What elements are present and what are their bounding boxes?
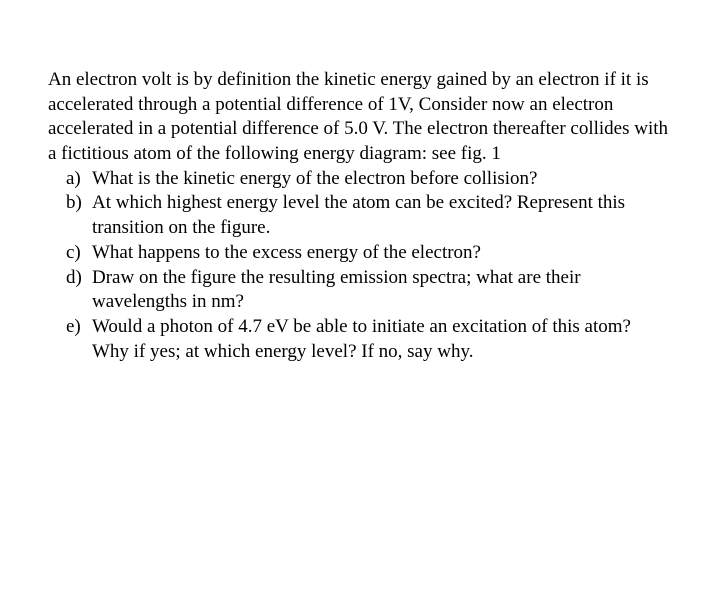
item-marker: b) [66, 191, 82, 216]
intro-paragraph: An electron volt is by definition the ki… [48, 68, 672, 167]
document-page: An electron volt is by definition the ki… [0, 0, 720, 364]
item-marker: e) [66, 315, 81, 340]
item-text: At which highest energy level the atom c… [92, 192, 625, 238]
question-item-a: a) What is the kinetic energy of the ele… [92, 167, 672, 192]
question-item-c: c) What happens to the excess energy of … [92, 241, 672, 266]
item-marker: d) [66, 266, 82, 291]
question-list: a) What is the kinetic energy of the ele… [48, 167, 672, 365]
intro-text: An electron volt is by definition the ki… [48, 69, 668, 164]
item-text: Draw on the figure the resulting emissio… [92, 267, 581, 313]
item-marker: c) [66, 241, 81, 266]
item-text: What is the kinetic energy of the electr… [92, 168, 537, 189]
question-item-e: e) Would a photon of 4.7 eV be able to i… [92, 315, 672, 364]
question-item-d: d) Draw on the figure the resulting emis… [92, 266, 672, 315]
item-marker: a) [66, 167, 81, 192]
item-text: What happens to the excess energy of the… [92, 242, 481, 263]
item-text: Would a photon of 4.7 eV be able to init… [92, 316, 631, 362]
question-item-b: b) At which highest energy level the ato… [92, 191, 672, 240]
